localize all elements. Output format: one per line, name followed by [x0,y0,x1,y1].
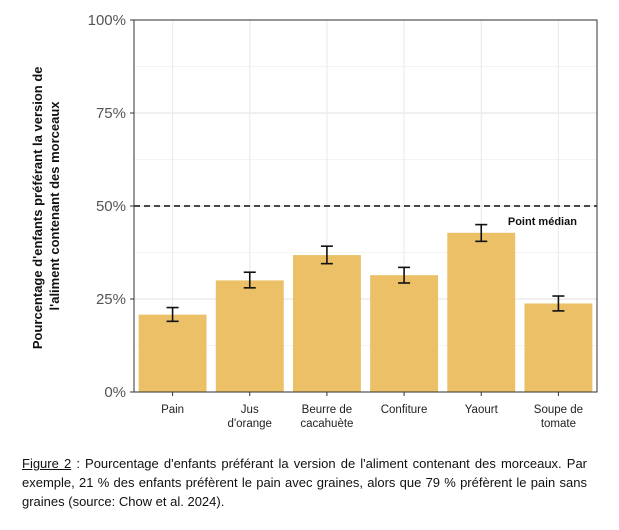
error-bars [166,223,565,323]
x-axis-ticks: Pain Jus d'orange Beurre de cacahuète Confitu… [161,392,583,430]
x-tick-label-line: Confiture [381,404,428,416]
x-tick-label: Yaourt [465,404,499,416]
x-tick-label-line: tomate [541,418,576,430]
x-tick-label: Pain [161,404,184,416]
x-tick-label-line: cacahuète [300,418,353,430]
y-axis-label-line-2: l'aliment contenant des morceaux [47,101,62,311]
figure-label: Figure 2 [22,456,72,471]
x-tick-label-line: Pain [161,404,184,416]
y-tick-label: 75% [96,105,126,122]
y-tick-label: 100% [88,12,126,29]
error-bar [475,223,488,243]
x-tick-label-line: Yaourt [465,404,499,416]
median-label: Point médian [508,216,577,228]
error-bar [398,266,411,284]
bar [138,314,207,392]
error-bar [320,245,333,265]
bar [215,280,284,392]
x-tick-label: Confiture [381,404,428,416]
x-tick-label-line: Soupe de [534,404,583,416]
x-tick-label: Jus d'orange [228,404,272,430]
y-axis-ticks: 0% 25% 50% 75% 100% [88,12,134,401]
x-tick-label: Beurre de cacahuète [300,404,353,430]
error-bar [243,271,256,289]
y-tick-label: 50% [96,198,126,215]
bar [292,255,361,392]
error-bar [552,295,565,312]
bar-chart: Point médian 0% 25% 50% 75% 100% Pain Jus d'or… [30,12,598,430]
bars [138,232,593,392]
x-tick-label: Soupe de tomate [534,404,583,430]
x-tick-label-line: Jus [241,404,259,416]
caption-text: : Pourcentage d'enfants préférant la ver… [22,456,587,509]
y-axis-label: Pourcentage d'enfants préférant la versi… [30,63,62,349]
bar [524,303,593,392]
y-axis-label-line-1: Pourcentage d'enfants préférant la versi… [30,66,45,349]
bar [370,275,439,392]
y-tick-label: 0% [104,384,126,401]
figure-caption: Figure 2 : Pourcentage d'enfants préféra… [22,454,587,511]
x-tick-label-line: d'orange [228,418,272,430]
bar [447,232,516,392]
y-tick-label: 25% [96,291,126,308]
x-tick-label-line: Beurre de [302,404,353,416]
error-bar [166,306,179,323]
